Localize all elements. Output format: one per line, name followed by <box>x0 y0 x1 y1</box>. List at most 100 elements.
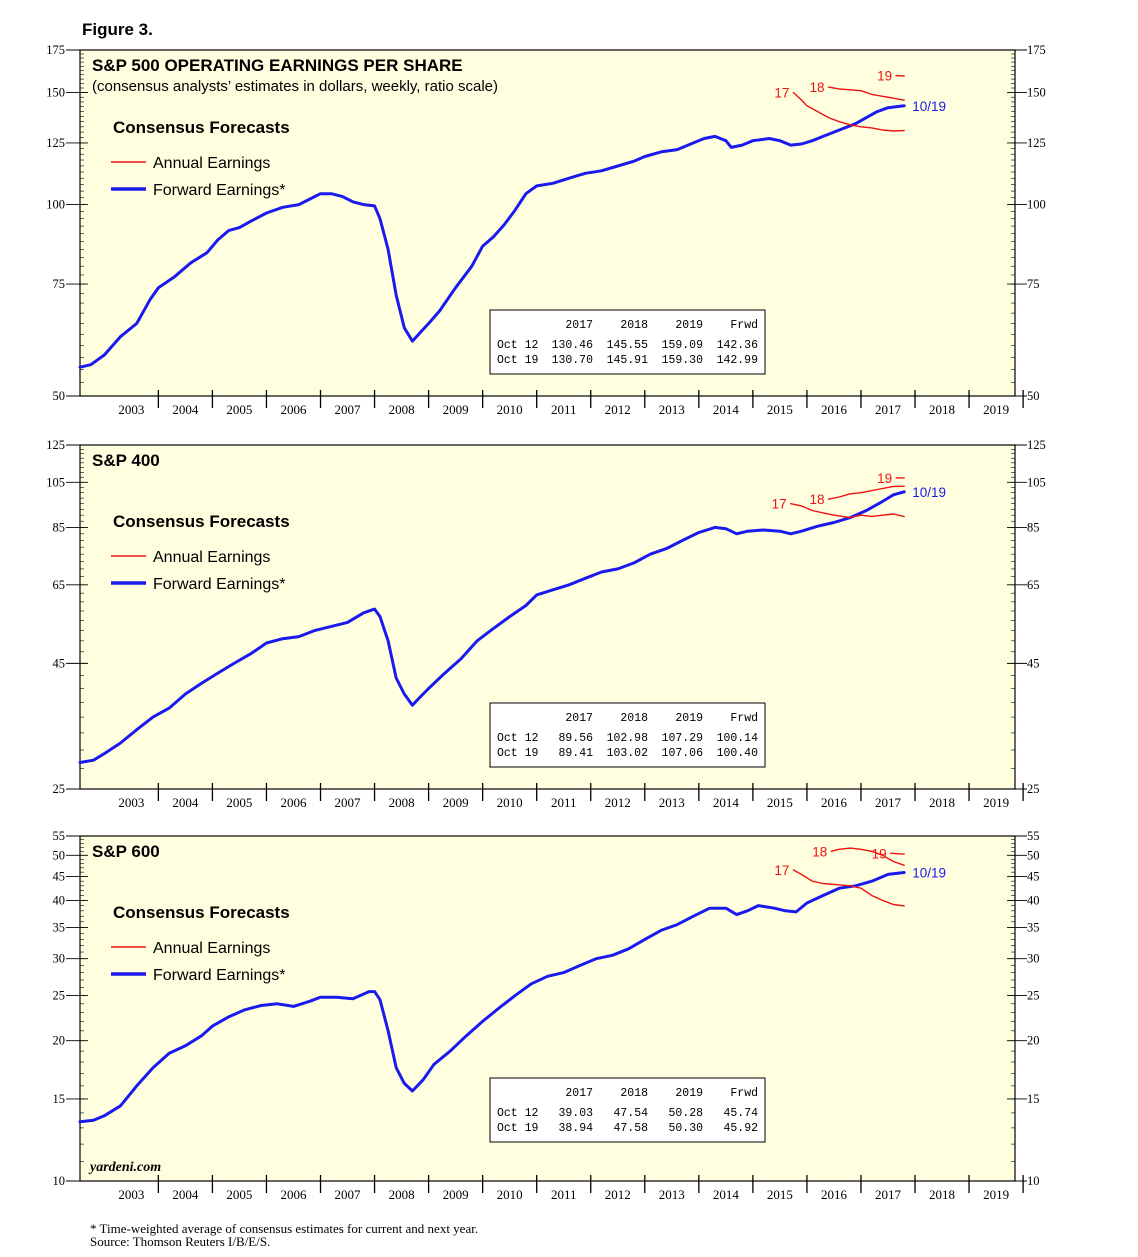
table-cell: 107.06 <box>662 747 704 760</box>
x-tick-label: 2003 <box>118 1187 144 1202</box>
y-tick-label-right: 10 <box>1027 1174 1040 1188</box>
forward-earnings-line <box>78 871 906 1124</box>
series-label-17: 17 <box>774 863 789 878</box>
annual-earnings-line-18 <box>827 86 905 101</box>
table-cell: 142.99 <box>717 354 759 367</box>
table-cell: 159.09 <box>662 339 704 352</box>
x-tick-label: 2011 <box>551 795 577 810</box>
table-cell: 100.14 <box>717 732 759 745</box>
legend-title: Consensus Forecasts <box>113 512 290 531</box>
x-tick-label: 2017 <box>875 795 902 810</box>
forward-earnings-line <box>78 104 906 369</box>
x-tick-label: 2009 <box>443 1187 469 1202</box>
x-tick-label: 2018 <box>929 402 955 417</box>
table-header: Frwd <box>730 1087 758 1100</box>
series-label-19: 19 <box>872 846 887 861</box>
legend-title: Consensus Forecasts <box>113 118 290 137</box>
footnote: * Time-weighted average of consensus est… <box>90 1222 478 1248</box>
x-tick-label: 2016 <box>821 795 848 810</box>
table-cell: 102.98 <box>607 732 649 745</box>
table-cell: 142.36 <box>717 339 759 352</box>
credit-text: yardeni.com <box>90 1160 162 1175</box>
y-tick-label-right: 25 <box>1027 782 1040 796</box>
x-tick-label: 2008 <box>389 402 415 417</box>
panel-title: S&P 500 OPERATING EARNINGS PER SHARE <box>92 56 463 75</box>
table-header: 2019 <box>675 1087 703 1100</box>
y-tick-label-left: 40 <box>53 893 66 907</box>
table-cell: 50.28 <box>668 1107 703 1120</box>
y-tick-label-left: 125 <box>46 438 65 452</box>
table-header: 2017 <box>565 712 593 725</box>
table-header: Frwd <box>730 319 758 332</box>
x-tick-label: 2007 <box>335 402 362 417</box>
data-table <box>489 309 766 375</box>
x-tick-label: 2007 <box>335 795 362 810</box>
legend-forward-label: Forward Earnings* <box>153 967 286 984</box>
y-tick-label-left: 105 <box>46 475 65 489</box>
table-cell: 89.41 <box>558 747 593 760</box>
x-tick-label: 2012 <box>605 402 631 417</box>
y-tick-label-right: 45 <box>1027 870 1040 884</box>
x-tick-label: 2016 <box>821 1187 848 1202</box>
x-tick-label: 2018 <box>929 795 955 810</box>
x-tick-label: 2008 <box>389 795 415 810</box>
data-table <box>489 1077 766 1143</box>
series-label-17: 17 <box>772 497 787 512</box>
legend-forward-label: Forward Earnings* <box>153 576 286 593</box>
annual-earnings-line-17 <box>792 91 905 132</box>
y-tick-label-right: 40 <box>1027 893 1040 907</box>
y-tick-label-right: 45 <box>1027 656 1040 670</box>
table-cell: 145.91 <box>607 354 649 367</box>
y-tick-label-right: 105 <box>1027 475 1046 489</box>
table-header: 2018 <box>620 1087 648 1100</box>
x-tick-label: 2014 <box>713 402 740 417</box>
chart-panel-2: 25 25 45 45 65 65 85 85 105 105 125 125 2003 2004 2005… <box>46 438 1046 810</box>
x-tick-label: 2006 <box>280 402 307 417</box>
y-tick-label-left: 25 <box>53 989 66 1003</box>
table-header: 2019 <box>675 712 703 725</box>
panel-title: S&P 600 <box>92 842 160 861</box>
y-tick-label-left: 50 <box>53 848 66 862</box>
x-tick-label: 2009 <box>443 795 469 810</box>
y-tick-label-right: 50 <box>1027 389 1040 403</box>
table-cell: 130.46 <box>552 339 594 352</box>
y-tick-label-right: 20 <box>1027 1034 1040 1048</box>
x-tick-label: 2014 <box>713 795 740 810</box>
table-header: 2017 <box>565 1087 593 1100</box>
y-tick-label-right: 55 <box>1027 829 1040 843</box>
y-tick-label-left: 20 <box>53 1034 66 1048</box>
y-tick-label-right: 25 <box>1027 989 1040 1003</box>
table-cell: 50.30 <box>668 1122 703 1135</box>
footnote-line-1: * Time-weighted average of consensus est… <box>90 1221 479 1236</box>
x-tick-label: 2003 <box>118 795 144 810</box>
x-tick-label: 2019 <box>983 1187 1009 1202</box>
y-tick-label-right: 150 <box>1027 86 1046 100</box>
x-tick-label: 2005 <box>226 795 252 810</box>
footnote-line-2: Source: Thomson Reuters I/B/E/S. <box>90 1234 271 1249</box>
y-tick-label-right: 50 <box>1027 848 1040 862</box>
series-label-18: 18 <box>810 492 825 507</box>
x-tick-label: 2011 <box>551 1187 577 1202</box>
x-tick-label: 2014 <box>713 1187 740 1202</box>
y-tick-label-right: 15 <box>1027 1092 1040 1106</box>
annual-earnings-line-18 <box>827 485 905 500</box>
table-cell: 45.74 <box>723 1107 758 1120</box>
y-tick-label-left: 45 <box>53 870 66 884</box>
y-tick-label-right: 125 <box>1027 438 1046 452</box>
y-tick-label-left: 85 <box>53 520 66 534</box>
table-cell: 145.55 <box>607 339 649 352</box>
table-row-label: Oct 12 <box>497 732 539 745</box>
x-tick-label: 2008 <box>389 1187 415 1202</box>
table-header: 2018 <box>620 319 648 332</box>
legend-annual-label: Annual Earnings <box>153 940 270 957</box>
series-label-19: 19 <box>877 69 892 84</box>
y-tick-label-left: 75 <box>53 277 66 291</box>
series-label-17: 17 <box>774 86 789 101</box>
x-tick-label: 2016 <box>821 402 848 417</box>
series-label-19: 19 <box>877 471 892 486</box>
chart-panel-3: 10 10 15 15 20 20 25 25 30 30 35 35 40 40 45 45 50 50 55 55… <box>53 829 1040 1202</box>
x-tick-label: 2015 <box>767 402 793 417</box>
y-tick-label-left: 125 <box>46 136 65 150</box>
x-tick-label: 2007 <box>335 1187 362 1202</box>
x-tick-label: 2006 <box>280 1187 307 1202</box>
